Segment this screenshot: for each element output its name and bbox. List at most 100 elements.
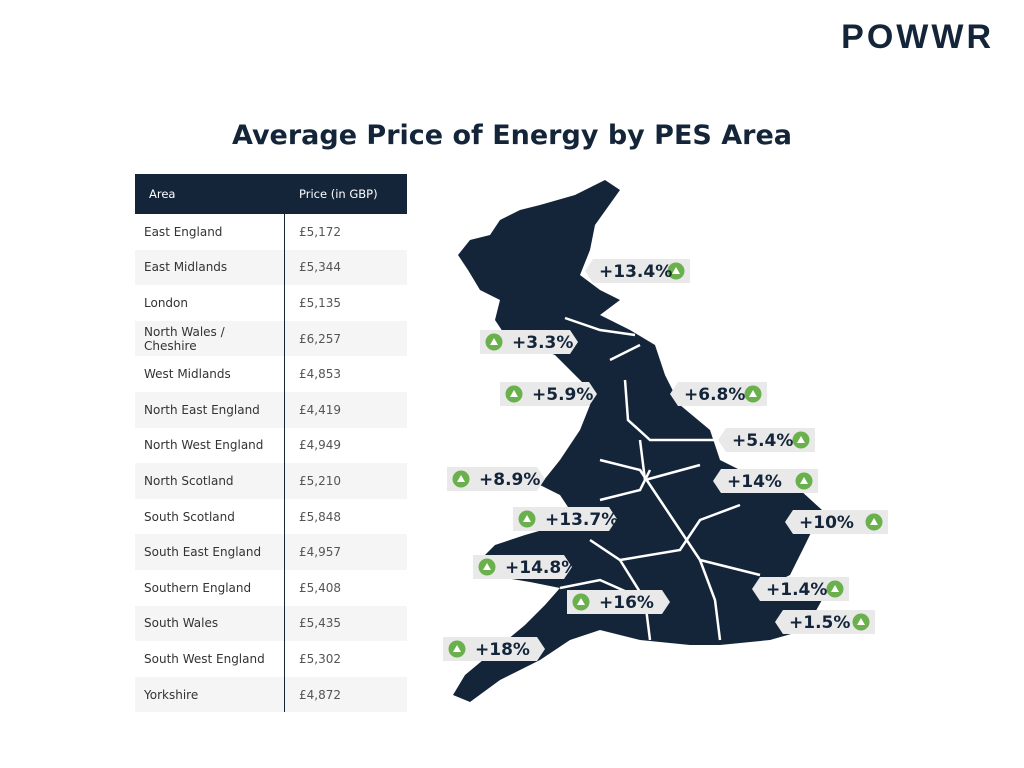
label-box	[670, 382, 767, 406]
label-box	[500, 382, 597, 406]
column-header: Price (in GBP)	[284, 174, 407, 214]
table-row: North East England £4,419	[135, 391, 407, 428]
map-label: +14%	[713, 469, 818, 493]
table-cell: £6,257	[284, 320, 407, 357]
up-arrow	[797, 436, 805, 443]
table-cell: South Wales	[135, 605, 285, 642]
label-box	[567, 590, 670, 614]
label-text: +16%	[599, 593, 654, 613]
table-cell: Yorkshire	[135, 676, 285, 713]
table-row: South East England £4,957	[135, 534, 407, 570]
table-cell: £5,172	[299, 224, 341, 239]
table-cell: North West England	[135, 427, 285, 464]
map-label: +14.8%	[473, 555, 578, 579]
map-label: +16%	[567, 590, 670, 614]
table-cell: South Scotland	[135, 498, 285, 535]
map-label: +3.3%	[480, 330, 578, 354]
header-row: Area Price (in GBP)	[135, 174, 407, 214]
column-header: Area	[135, 174, 285, 214]
table-cell: North East England	[135, 391, 285, 428]
up-arrow	[457, 475, 465, 482]
label-text: +10%	[799, 513, 854, 533]
up-arrow	[672, 267, 680, 274]
label-text: +18%	[475, 640, 530, 660]
label-text: +3.3%	[512, 333, 573, 353]
label-text: +13.4%	[599, 262, 672, 282]
map-label: +5.4%	[718, 428, 815, 452]
table-cell: North Scotland	[135, 463, 285, 499]
label-box	[775, 610, 875, 634]
label-box	[513, 507, 617, 531]
table-cell: West Midlands	[135, 356, 285, 392]
up-arrow	[490, 338, 498, 345]
map-label: +5.9%	[500, 382, 597, 406]
table-row: Yorkshire £4,872	[135, 676, 407, 713]
up-arrow	[831, 585, 839, 592]
map-label: +10%	[785, 510, 888, 534]
table-cell: Southern England	[135, 569, 285, 606]
table-row: East England £5,172	[135, 214, 407, 250]
up-arrow	[857, 618, 865, 625]
table-row: London £5,135	[135, 285, 407, 321]
label-box	[752, 577, 849, 601]
table-cell: London	[135, 285, 285, 321]
table-cell: South East England	[135, 534, 285, 570]
label-text: +1.4%	[766, 580, 827, 600]
table-cell: £5,302	[299, 651, 341, 666]
up-arrow	[523, 515, 531, 522]
label-text: +8.9%	[479, 470, 540, 490]
table-cell: £4,872	[284, 676, 407, 713]
up-arrow	[510, 390, 518, 397]
table-cell: £5,435	[284, 605, 407, 642]
label-text: +13.7%	[545, 510, 618, 530]
table-cell: £4,419	[284, 391, 407, 428]
up-arrow	[870, 518, 878, 525]
map-label: +1.4%	[752, 577, 849, 601]
table-row: South West England £5,302	[135, 641, 407, 677]
table-row: Southern England £5,408	[135, 569, 407, 606]
label-box	[447, 467, 545, 491]
table-cell: £5,135	[299, 295, 341, 310]
title: Average Price of Energy by PES Area	[232, 120, 792, 151]
price-table: Area Price (in GBP) East England £5,172 East…	[135, 174, 407, 713]
label-text: +5.4%	[732, 431, 793, 451]
table-row: South Wales £5,435	[135, 605, 407, 642]
up-arrow	[800, 477, 808, 484]
label-text: +14.8%	[505, 558, 578, 578]
up-arrow	[483, 563, 491, 570]
label-box	[785, 510, 888, 534]
map-label: +13.7%	[513, 507, 618, 531]
label-box	[585, 259, 690, 283]
label-box	[713, 469, 818, 493]
table-cell: East England	[135, 214, 285, 250]
up-arrow	[453, 645, 461, 652]
table-row: East Midlands £5,344	[135, 249, 407, 286]
table-cell: £5,848	[299, 509, 341, 524]
up-arrow	[577, 598, 585, 605]
table-cell: £5,408	[299, 580, 341, 595]
up-arrow	[749, 390, 757, 397]
table-cell: £4,949	[299, 438, 341, 453]
table-cell: £4,957	[284, 534, 407, 570]
table-cell: East Midlands	[135, 249, 285, 286]
table-cell: South West England	[135, 641, 285, 677]
table-row: North Wales / Cheshire £6,257	[135, 320, 407, 357]
label-text: +6.8%	[684, 385, 745, 405]
label-box	[480, 330, 578, 354]
map-label: +6.8%	[670, 382, 767, 406]
table-row: North West England £4,949	[135, 427, 407, 464]
label-text: +14%	[727, 472, 782, 492]
table-row: South Scotland £5,848	[135, 498, 407, 535]
table-cell: £5,344	[284, 249, 407, 286]
label-text: +5.9%	[532, 385, 593, 405]
label-box	[473, 555, 572, 579]
label-box	[718, 428, 815, 452]
table-row: North Scotland £5,210	[135, 463, 407, 499]
logo: POWWR	[841, 18, 994, 56]
table-cell: £5,210	[284, 463, 407, 499]
map-label: +18%	[443, 637, 545, 661]
table-cell: North Wales / Cheshire	[135, 320, 285, 357]
map-label: +1.5%	[775, 610, 875, 634]
